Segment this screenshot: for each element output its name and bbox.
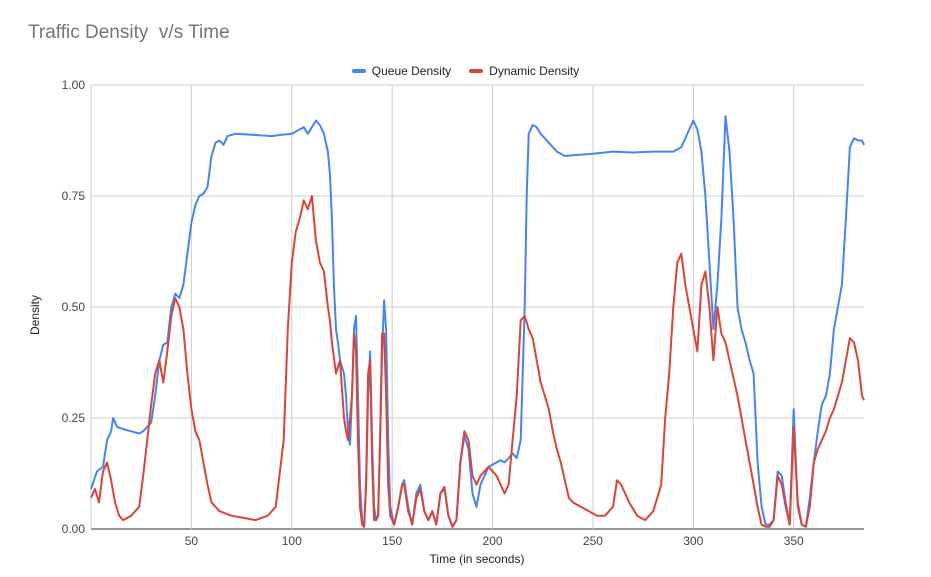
x-axis-label: Time (in seconds) [430,552,525,566]
legend-item-dynamic-density[interactable]: Dynamic Density [469,64,579,78]
x-tick-label: 250 [583,534,603,548]
x-tick-label: 350 [784,534,804,548]
y-tick-label: 0.50 [62,300,86,314]
legend-item-queue-density[interactable]: Queue Density [351,64,452,78]
axis-ticks: 0.00 0.25 0.50 0.75 1.00 50 100 150 200 250 300 350 [62,78,804,548]
y-tick-label: 0.75 [62,189,86,203]
y-tick-label: 0.00 [62,522,86,536]
y-tick-label: 0.25 [62,411,86,425]
y-axis-label: Density [28,295,42,335]
x-tick-label: 200 [483,534,503,548]
y-tick-label: 1.00 [62,78,86,92]
series-lines [90,115,865,528]
series-line-queue-density[interactable] [90,115,865,528]
x-tick-label: 150 [382,534,402,548]
legend-swatch-queue-density [351,69,366,73]
series-line-dynamic-density[interactable] [90,195,865,528]
legend-swatch-dynamic-density [469,69,484,73]
x-tick-label: 50 [185,534,199,548]
chart-title: Traffic Density v/s Time [28,22,230,43]
grid [90,84,864,530]
legend-label-queue-density: Queue Density [371,64,452,78]
x-tick-label: 100 [282,534,302,548]
chart-legend: Queue Density Dynamic Density [0,64,931,78]
legend-label-dynamic-density: Dynamic Density [489,64,580,78]
x-tick-label: 300 [683,534,703,548]
